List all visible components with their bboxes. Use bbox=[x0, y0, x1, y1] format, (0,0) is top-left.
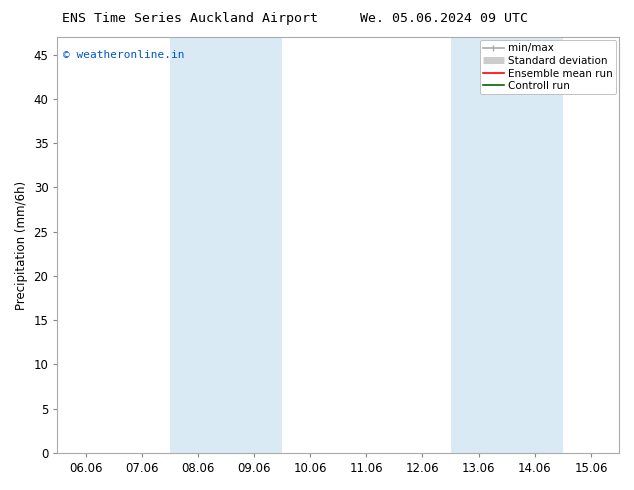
Text: ENS Time Series Auckland Airport: ENS Time Series Auckland Airport bbox=[62, 12, 318, 25]
Y-axis label: Precipitation (mm/6h): Precipitation (mm/6h) bbox=[15, 180, 28, 310]
Legend: min/max, Standard deviation, Ensemble mean run, Controll run: min/max, Standard deviation, Ensemble me… bbox=[480, 40, 616, 94]
Bar bbox=[170, 37, 282, 453]
Bar bbox=[451, 37, 563, 453]
Text: © weatheronline.in: © weatheronline.in bbox=[63, 49, 184, 59]
Text: We. 05.06.2024 09 UTC: We. 05.06.2024 09 UTC bbox=[360, 12, 527, 25]
